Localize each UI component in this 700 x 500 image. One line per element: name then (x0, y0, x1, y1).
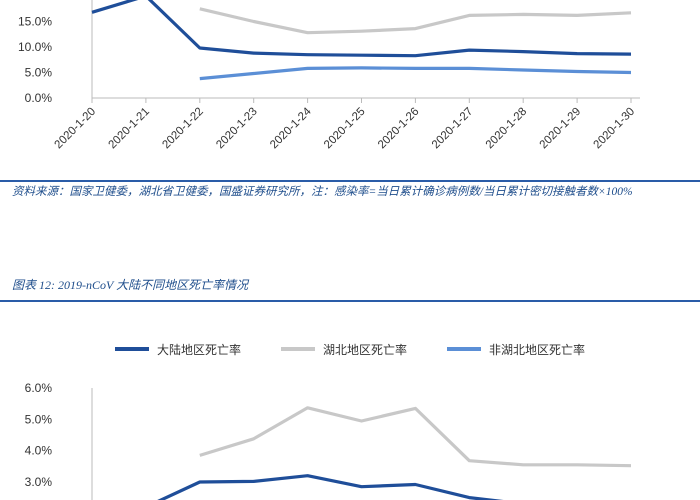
legend-swatch-hubei (280, 347, 315, 351)
x-tick-label: 2020-1-24 (268, 105, 314, 151)
source-note: 资料来源：国家卫健委，湖北省卫健委，国盛证券研究所，注：感染率=当日累计确诊病例… (12, 186, 633, 198)
x-tick-label: 2020-1-20 (53, 106, 99, 152)
divider-caption (0, 300, 700, 302)
y-tick-label: 3.0% (25, 475, 53, 489)
infection-rate-chart: 0.0%5.0%10.0%15.0%20.0%2020-1-202020-1-2… (18, 0, 640, 152)
legend-swatch-mainland (114, 347, 149, 351)
legend-swatch-non-hubei (447, 347, 481, 351)
legend-item-mainland: 大陆地区死亡率 (114, 341, 241, 358)
series-line-1 (199, 7, 632, 35)
x-tick-label: 2020-1-22 (160, 106, 206, 152)
x-tick-label: 2020-1-30 (592, 106, 638, 152)
x-tick-label: 2020-1-25 (322, 106, 368, 152)
x-tick-label: 2020-1-28 (484, 106, 530, 152)
x-tick-label: 2020-1-26 (376, 106, 422, 152)
legend-label-non-hubei: 非湖北地区死亡率 (489, 342, 586, 357)
x-tick-label: 2020-1-23 (214, 106, 260, 152)
y-tick-label: 15.0% (18, 15, 52, 29)
series-line-1 (199, 406, 632, 468)
y-tick-label: 0.0% (25, 91, 53, 105)
y-tick-label: 5.0% (25, 412, 53, 426)
y-tick-label: 10.0% (18, 40, 52, 54)
legend-item-non-hubei: 非湖北地区死亡率 (447, 341, 585, 358)
x-tick-label: 2020-1-27 (430, 106, 476, 152)
series-line-2 (199, 66, 632, 81)
y-tick-label-top: 20.0% (18, 0, 52, 3)
x-tick-label: 2020-1-29 (538, 106, 584, 152)
legend-label-mainland: 大陆地区死亡率 (156, 342, 241, 357)
divider-top (0, 180, 700, 182)
chart-legend: 大陆地区死亡率 湖北地区死亡率 非湖北地区死亡率 (0, 340, 700, 358)
legend-label-hubei: 湖北地区死亡率 (322, 342, 407, 357)
series-line-0 (91, 0, 632, 58)
y-tick-label: 5.0% (25, 66, 53, 80)
y-tick-label: 6.0% (25, 381, 53, 395)
x-tick-label: 2020-1-21 (106, 106, 152, 152)
legend-item-hubei: 湖北地区死亡率 (280, 341, 407, 358)
series-line-0 (157, 474, 504, 500)
figure-caption: 图表 12: 2019-nCoV 大陆不同地区死亡率情况 (12, 278, 249, 292)
y-tick-label: 4.0% (25, 444, 53, 458)
